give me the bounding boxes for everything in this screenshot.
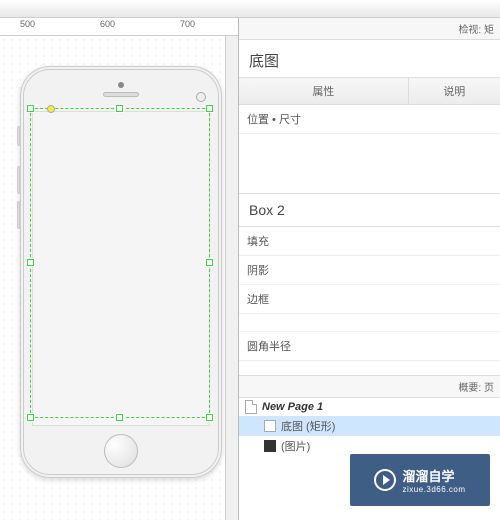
phone-speaker-icon [103, 92, 139, 97]
resize-handle-se[interactable] [206, 414, 213, 421]
outline-page-label: New Page 1 [262, 401, 323, 413]
phone-home-button-icon [104, 434, 138, 468]
watermark: 溜溜自学 zixue.3d66.com [350, 454, 490, 506]
ruler-label: 500 [20, 19, 35, 29]
property-row-shadow[interactable]: 阴影 [239, 256, 500, 285]
property-row-position-size[interactable]: 位置 • 尺寸 [239, 105, 500, 134]
property-col-attr: 属性 [239, 78, 409, 104]
outline-item-label: (图片) [281, 438, 310, 454]
rect-icon [264, 420, 276, 432]
image-icon [264, 440, 276, 452]
resize-handle-w[interactable] [27, 259, 34, 266]
inspector-header[interactable]: 检视: 矩 [239, 18, 500, 40]
property-columns-header: 属性 说明 [239, 77, 500, 105]
property-col-desc: 说明 [409, 78, 500, 104]
vertical-scrollbar[interactable] [225, 36, 239, 520]
outline-item-row[interactable]: (图片) [239, 436, 500, 456]
phone-side-button-icon [17, 201, 20, 229]
phone-side-button-icon [17, 126, 20, 146]
outline-item-label: 底图 (矩形) [281, 418, 335, 434]
outline-title: 概要: 页 [458, 383, 494, 394]
play-icon [374, 469, 396, 491]
page-icon [245, 400, 257, 414]
outline-item-row[interactable]: 底图 (矩形) [239, 416, 500, 436]
watermark-url: zixue.3d66.com [402, 485, 465, 494]
property-row-border[interactable]: 边框 [239, 285, 500, 314]
outline-header[interactable]: 概要: 页 [239, 375, 500, 398]
property-row-radius[interactable]: 圆角半径 [239, 332, 500, 361]
phone-camera-icon [196, 92, 206, 102]
phone-sensor-icon [118, 82, 124, 88]
horizontal-ruler: 500 600 700 [0, 18, 238, 36]
inspector-panel: 检视: 矩 底图 属性 说明 位置 • 尺寸 Box 2 填充 阴影 边框 圆角… [238, 18, 500, 520]
resize-handle-sw[interactable] [27, 414, 34, 421]
inspector-title: 检视: 矩 [458, 21, 494, 36]
outline-page-row[interactable]: New Page 1 [239, 398, 500, 416]
ruler-label: 700 [180, 19, 195, 29]
property-gap [239, 134, 500, 194]
rotate-handle[interactable] [47, 105, 55, 113]
ruler-label: 600 [100, 19, 115, 29]
canvas-area[interactable]: 500 600 700 [0, 18, 238, 520]
watermark-brand: 溜溜自学 [402, 469, 454, 484]
panel-collapse-icon[interactable] [446, 25, 454, 33]
selection-box[interactable] [30, 108, 210, 418]
phone-side-button-icon [17, 166, 20, 194]
property-row-fill[interactable]: 填充 [239, 227, 500, 256]
resize-handle-ne[interactable] [206, 105, 213, 112]
resize-handle-nw[interactable] [27, 105, 34, 112]
resize-handle-e[interactable] [206, 259, 213, 266]
top-toolbar [0, 0, 500, 18]
resize-handle-n[interactable] [116, 105, 123, 112]
resize-handle-s[interactable] [116, 414, 123, 421]
selected-object-name: 底图 [239, 40, 500, 77]
box-label: Box 2 [239, 194, 500, 226]
